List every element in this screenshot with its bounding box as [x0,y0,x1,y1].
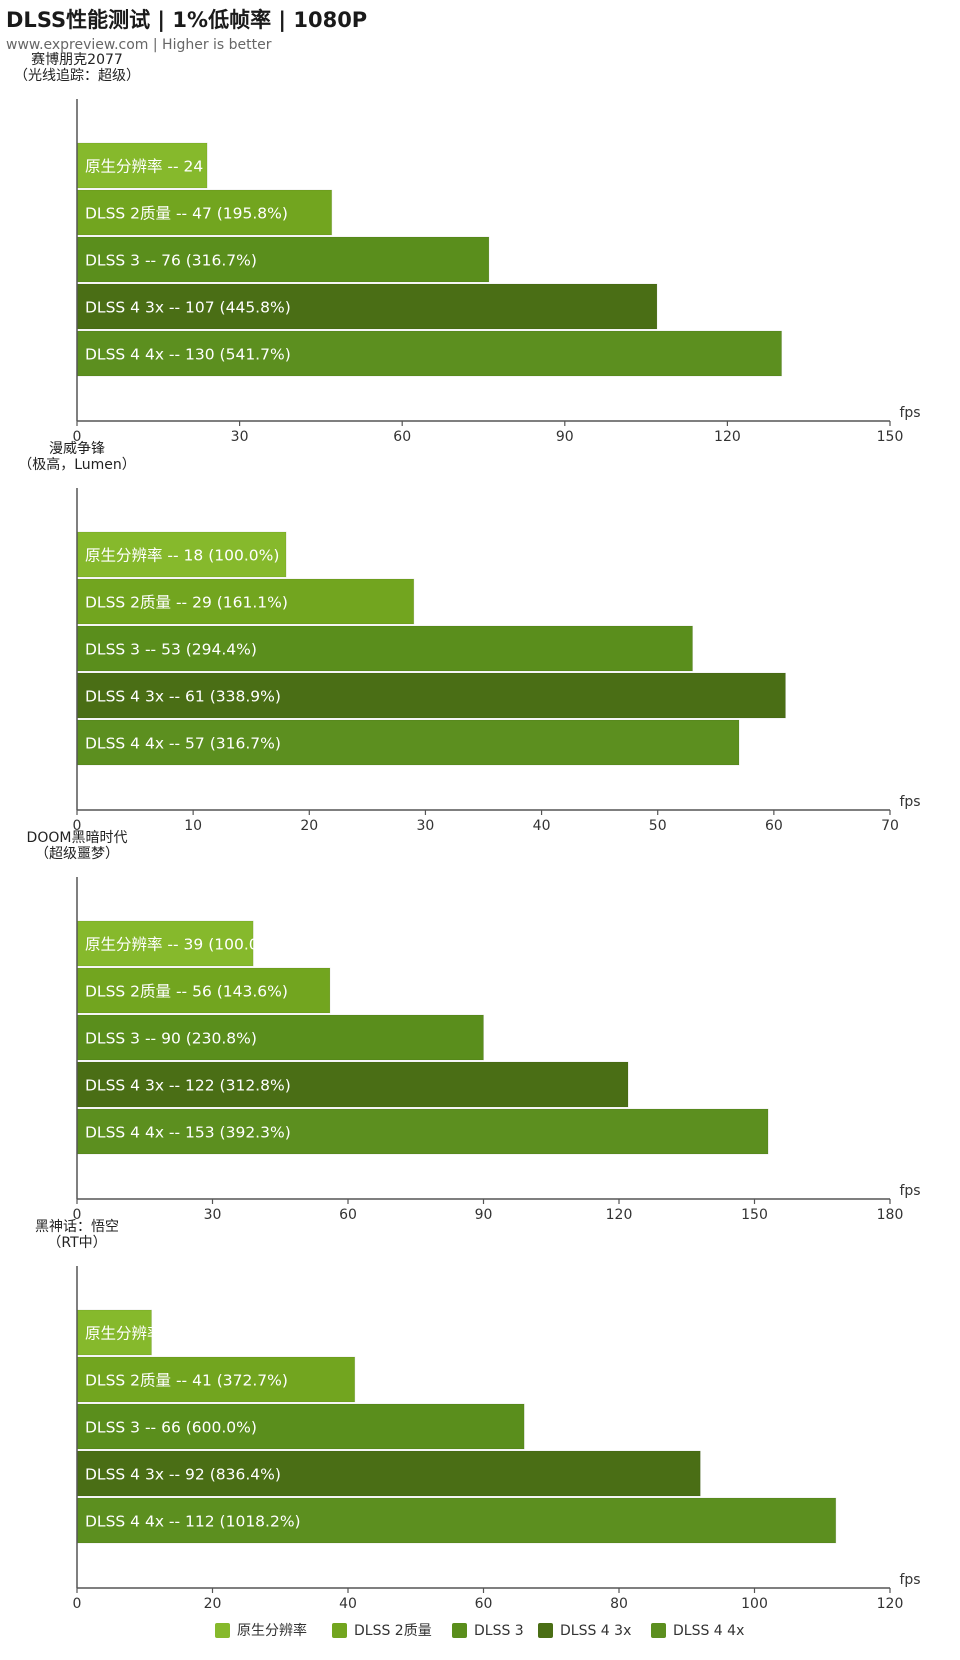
x-tick-label: 30 [417,818,435,834]
legend-swatch [452,1623,467,1638]
bar [76,330,783,377]
x-tick-label: 60 [393,429,411,445]
game-sublabel: （超级噩梦） [35,846,119,862]
legend-label: 原生分辨率 [237,1622,307,1639]
x-tick-label: 60 [339,1207,357,1223]
bar-label: DLSS 4 3x -- 61 (338.9%) [85,688,281,706]
bar-label: DLSS 4 3x -- 92 (836.4%) [85,1466,281,1484]
game-label: DOOM黑暗时代 [27,830,128,846]
x-tick-label: 40 [339,1596,357,1612]
x-tick-label: 30 [204,1207,222,1223]
legend-label: DLSS 4 3x [560,1623,631,1639]
game-label: 赛博朋克2077 [31,51,123,68]
legend-label: DLSS 2质量 [354,1623,432,1639]
bar-label: DLSS 4 4x -- 112 (1018.2%) [85,1513,301,1531]
bar-label: DLSS 2质量 -- 41 (372.7%) [85,1372,288,1390]
x-tick-label: 120 [877,1596,904,1612]
axis-unit-label: fps [899,405,920,421]
bar-label: DLSS 4 4x -- 153 (392.3%) [85,1124,291,1142]
bar-label: DLSS 4 3x -- 122 (312.8%) [85,1077,291,1095]
bar [76,672,786,719]
bar [76,578,415,625]
bar [76,283,658,330]
x-tick-label: 180 [877,1207,904,1223]
x-tick-label: 30 [231,429,249,445]
bar-label: DLSS 2质量 -- 47 (195.8%) [85,205,288,223]
bar-label: DLSS 2质量 -- 56 (143.6%) [85,983,288,1001]
axis-unit-label: fps [899,794,920,810]
bar [76,236,490,283]
bar-label: DLSS 3 -- 53 (294.4%) [85,641,257,659]
bar-label: 原生分辨率 -- 39 (100.0%) [85,936,279,954]
x-tick-label: 50 [649,818,667,834]
x-tick-label: 0 [73,429,82,445]
x-tick-label: 0 [73,1207,82,1223]
x-tick-label: 60 [475,1596,493,1612]
legend-swatch [332,1623,347,1638]
bar-label: 原生分辨率 -- 18 (100.0%) [85,547,279,565]
bar-label: DLSS 3 -- 76 (316.7%) [85,252,257,270]
page-title: DLSS性能测试 | 1%低帧率 | 1080P [6,8,368,32]
bar [76,719,740,766]
bar-label: DLSS 3 -- 90 (230.8%) [85,1030,257,1048]
axis-unit-label: fps [899,1183,920,1199]
x-tick-label: 10 [184,818,202,834]
legend-swatch [215,1623,230,1638]
bar [76,1450,701,1497]
bar-label: DLSS 4 3x -- 107 (445.8%) [85,299,291,317]
bar [76,1309,153,1356]
x-tick-label: 0 [73,818,82,834]
bar-label: DLSS 4 4x -- 130 (541.7%) [85,346,291,364]
game-label: 漫威争锋 [49,441,105,457]
x-tick-label: 0 [73,1596,82,1612]
page-subtitle: www.expreview.com | Higher is better [6,37,272,53]
x-tick-label: 40 [533,818,551,834]
bar [76,142,208,189]
bar [76,1497,837,1544]
x-tick-label: 100 [741,1596,768,1612]
game-sublabel: （光线追踪：超级） [14,68,140,84]
bar [76,967,331,1014]
x-tick-label: 20 [300,818,318,834]
x-tick-label: 90 [556,429,574,445]
legend-swatch [538,1623,553,1638]
game-sublabel: （极高，Lumen） [18,456,136,473]
bar [76,625,694,672]
x-tick-label: 80 [610,1596,628,1612]
x-tick-label: 90 [475,1207,493,1223]
x-tick-label: 120 [714,429,741,445]
game-sublabel: （RT中） [47,1235,106,1251]
legend-label: DLSS 4 4x [673,1623,744,1639]
x-tick-label: 70 [881,818,899,834]
bar-label: 原生分辨率 -- 11 (100.0%) [85,1325,279,1343]
x-tick-label: 20 [204,1596,222,1612]
legend-label: DLSS 3 [474,1623,524,1639]
bar [76,1061,629,1108]
legend-swatch [651,1623,666,1638]
game-label: 黑神话：悟空 [35,1219,119,1235]
bar [76,1108,769,1155]
bar-label: DLSS 3 -- 66 (600.0%) [85,1419,257,1437]
bar [76,1356,356,1403]
x-tick-label: 120 [606,1207,633,1223]
bar-label: 原生分辨率 -- 24 (100.0%) [85,158,279,176]
axis-unit-label: fps [899,1572,920,1588]
x-tick-label: 150 [741,1207,768,1223]
bar [76,920,254,967]
x-tick-label: 150 [877,429,904,445]
bar-label: DLSS 4 4x -- 57 (316.7%) [85,735,281,753]
bar [76,1014,484,1061]
bar-label: DLSS 2质量 -- 29 (161.1%) [85,594,288,612]
x-tick-label: 60 [765,818,783,834]
bar [76,189,333,236]
